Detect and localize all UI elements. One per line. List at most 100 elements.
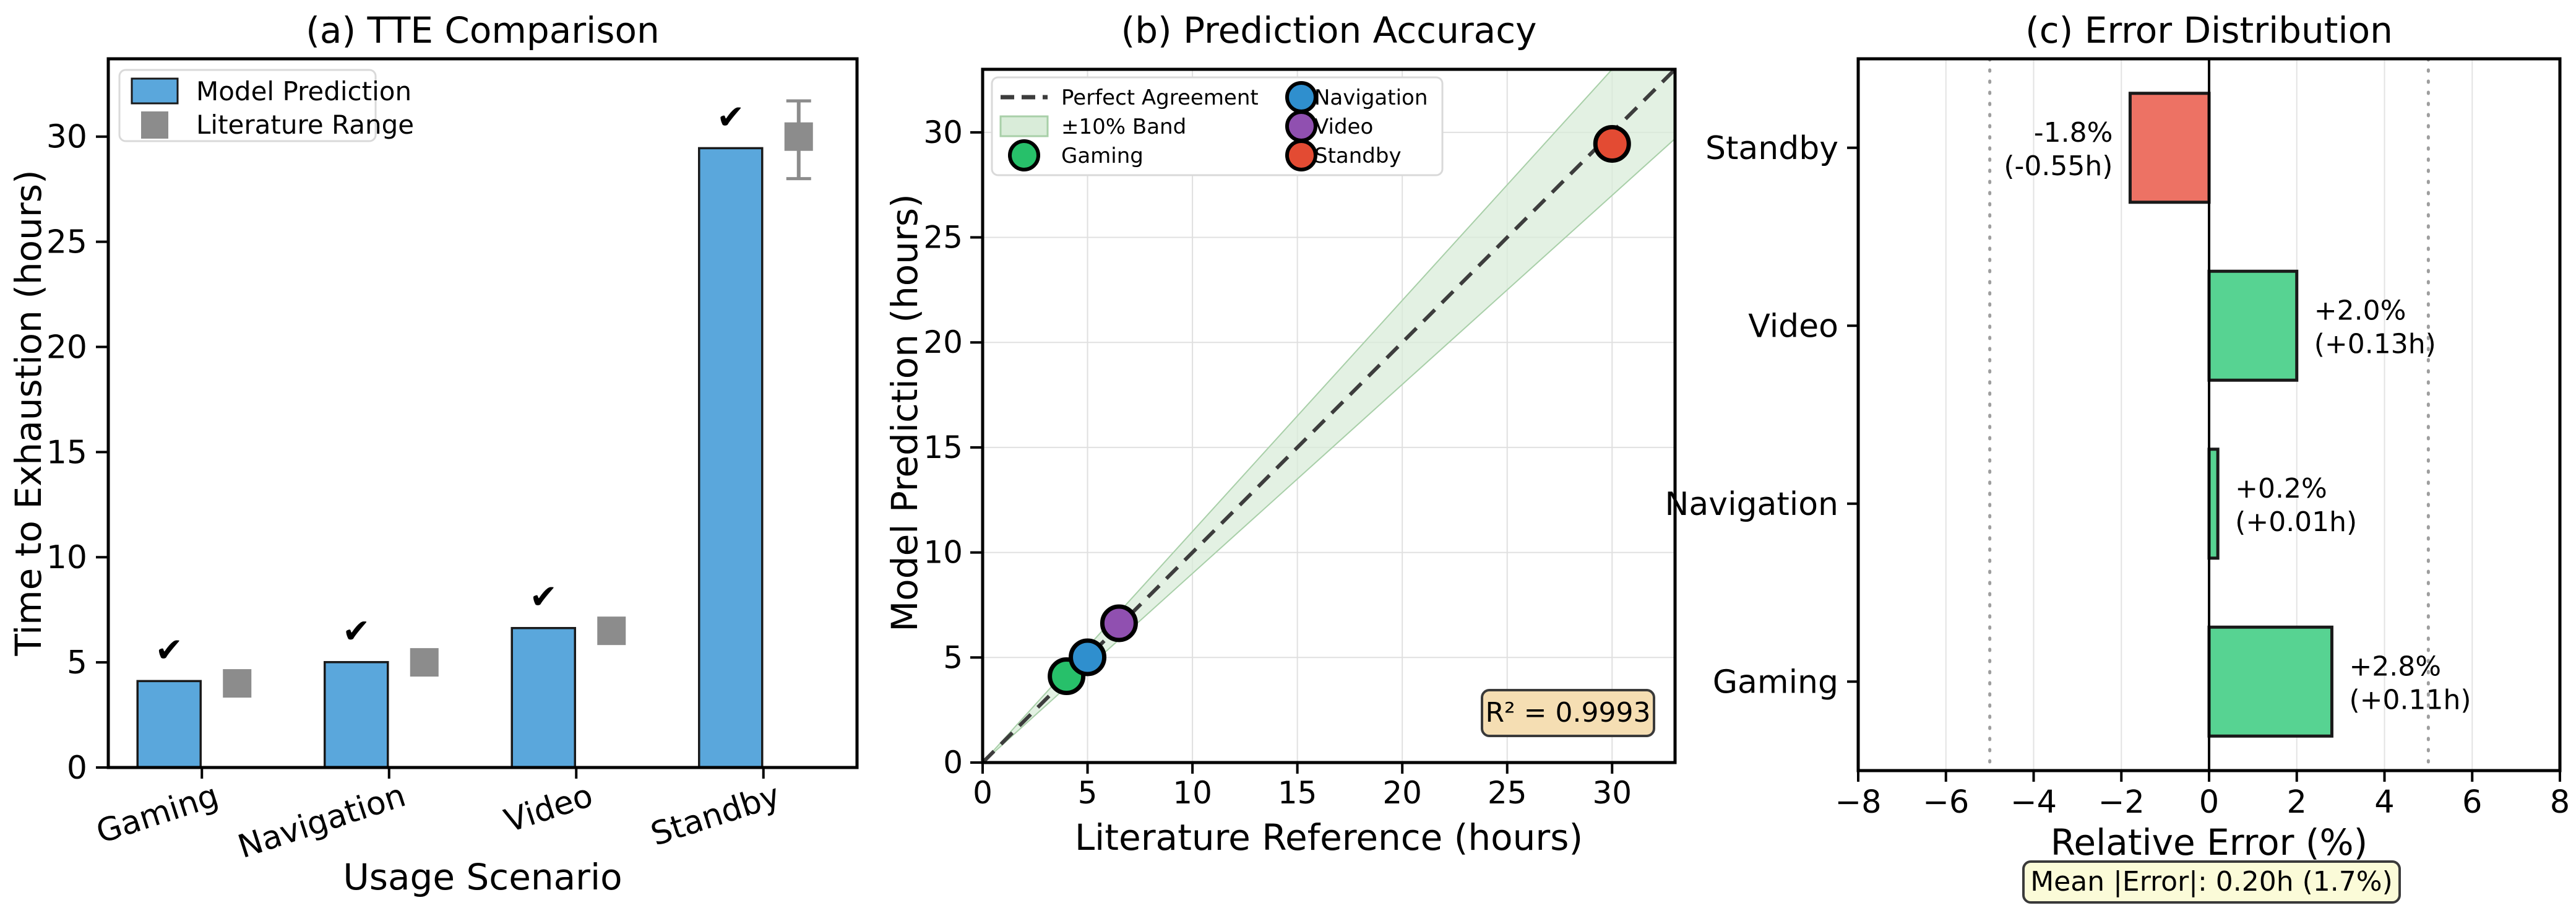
error-bar-video: [2207, 269, 2299, 382]
panel-a-yaxis-label: Time to Exhaustion (hours): [7, 170, 50, 656]
panel-c-xtick-label: 4: [2374, 784, 2394, 821]
r-squared-text: R² = 0.9993: [1485, 697, 1651, 729]
panel-b-ytick-label: 30: [923, 115, 963, 150]
panel-a-category-label: Video: [500, 777, 597, 840]
panel-a-ytick-label: 0: [67, 750, 87, 787]
panel-a-ytick-label: 10: [46, 539, 87, 576]
legend-label-video: Video: [1314, 115, 1373, 139]
literature-range-navigation: [410, 648, 439, 677]
model-bar-gaming: [136, 680, 202, 769]
panel-a-ytick-label: 30: [46, 119, 87, 156]
legend-swatch-video: [1285, 110, 1317, 142]
legend-swatch--10-band: [999, 115, 1049, 137]
panel-a-category-label: Navigation: [233, 777, 410, 866]
panel-b-ytick-label: 20: [923, 324, 963, 360]
legend-swatch-standby: [1285, 139, 1317, 171]
scatter-point-video: [1100, 604, 1138, 642]
mean-error-annotation: Mean |Error|: 0.20h (1.7%): [2022, 860, 2401, 904]
r-squared-annotation: R² = 0.9993: [1481, 689, 1655, 737]
legend-label-literature-range: Literature Range: [196, 110, 414, 140]
panel-c-xtick-label: 2: [2287, 784, 2307, 821]
panel-a-ytick-label: 15: [46, 434, 87, 471]
panel-a-category-label: Standby: [647, 777, 785, 854]
panel-b-xaxis-label: Literature Reference (hours): [1074, 816, 1583, 858]
panel-b-xtick-label: 15: [1278, 775, 1317, 811]
panel-c-category-label: Navigation: [1665, 486, 1838, 523]
panel-c-category-label: Standby: [1705, 130, 1838, 167]
error-bar-navigation: [2207, 448, 2220, 560]
panel-b: 0 5 10 15 20 25 30 0 5 10 15 20 25 30 Perfect Agreemen…: [923, 67, 1677, 811]
panel-b-xtick-label: 30: [1592, 775, 1632, 811]
panel-c-xtick-label: 0: [2199, 784, 2219, 821]
panel-b-title: (b) Prediction Accuracy: [1121, 9, 1537, 51]
error-hours-label: (+0.11h): [2349, 684, 2471, 716]
scatter-point-standby: [1593, 124, 1631, 163]
check-mark-gaming: ✔: [155, 630, 183, 669]
panel-c-xtick-label: −6: [1923, 784, 1969, 821]
panel-c-xtick-label: −4: [2010, 784, 2057, 821]
panel-b-ytick-label: 25: [923, 220, 963, 256]
legend-label-standby: Standby: [1314, 144, 1402, 168]
legend-label-model-prediction: Model Prediction: [196, 76, 411, 106]
error-value-label: +2.8%: [2349, 651, 2441, 682]
legend-label-gaming: Gaming: [1061, 144, 1144, 168]
panel-c-xtick-label: −8: [1835, 784, 1881, 821]
panel-b-xtick-label: 5: [1078, 775, 1098, 811]
check-mark-video: ✔: [530, 577, 558, 616]
panel-a-ytick-label: 20: [46, 329, 87, 366]
panel-c-title: (c) Error Distribution: [2025, 9, 2393, 51]
error-bar-gaming: [2207, 625, 2333, 738]
legend-label-perfect-agreement: Perfect Agreement: [1061, 85, 1259, 110]
literature-range-gaming: [223, 669, 252, 698]
error-bar-standby: [2128, 92, 2211, 204]
legend-label--10-band: ±10% Band: [1061, 115, 1186, 139]
error-value-label: +2.0%: [2314, 295, 2406, 326]
panel-a-category-label: Gaming: [92, 777, 223, 851]
panel-c: -1.8%(-0.55h) +2.0%(+0.13h) +0.2%(+0.01h) +…: [1665, 57, 2570, 821]
panel-a-xaxis-label: Usage Scenario: [343, 856, 622, 898]
panel-a-title: (a) TTE Comparison: [306, 9, 660, 51]
legend-swatch-literature-range: [141, 111, 168, 139]
panel-b-frame: [981, 67, 1677, 764]
error-value-label: -1.8%: [2034, 117, 2113, 149]
model-bar-standby: [698, 147, 764, 769]
panel-c-xtick-label: −2: [2098, 784, 2145, 821]
literature-range-video: [597, 616, 626, 646]
literature-range-standby: [784, 99, 813, 181]
panel-b-xtick-label: 0: [973, 775, 993, 811]
error-hours-label: (-0.55h): [2004, 150, 2113, 182]
panel-a-ytick-label: 5: [67, 644, 87, 681]
panel-c-category-label: Video: [1748, 308, 1838, 345]
panel-a-frame: [106, 57, 859, 769]
panel-b-ytick-label: 5: [943, 639, 963, 675]
panel-b-legend: Perfect Agreement ±10% Band Gaming Navigati…: [991, 76, 1444, 176]
panel-a: ✔ ✔ ✔ ✔ 0 5 10 15 20 25 30 Gaming Navigation Video Sta…: [46, 57, 859, 866]
panel-b-yaxis-label: Model Prediction (hours): [884, 194, 926, 632]
panel-c-category-label: Gaming: [1713, 664, 1838, 701]
panel-b-ytick-label: 0: [943, 745, 963, 780]
panel-b-xtick-label: 10: [1173, 775, 1212, 811]
legend-swatch-gaming: [1008, 139, 1040, 171]
panel-c-xtick-label: 8: [2550, 784, 2570, 821]
model-bar-video: [510, 626, 576, 769]
panel-b-xtick-label: 25: [1488, 775, 1527, 811]
legend-swatch-navigation: [1285, 81, 1317, 113]
panel-b-xtick-label: 20: [1382, 775, 1422, 811]
legend-swatch-model-prediction: [131, 77, 179, 105]
panel-a-ytick-label: 25: [46, 224, 87, 261]
mean-error-text: Mean |Error|: 0.20h (1.7%): [2030, 866, 2393, 897]
check-mark-navigation: ✔: [342, 612, 370, 651]
panel-c-xaxis-label: Relative Error (%): [2050, 821, 2368, 863]
check-mark-standby: ✔: [717, 97, 744, 136]
panel-b-ytick-label: 10: [923, 535, 963, 571]
legend-label-navigation: Navigation: [1314, 85, 1428, 110]
error-hours-label: (+0.01h): [2235, 506, 2357, 538]
panel-a-legend: Model Prediction Literature Range: [118, 69, 414, 142]
panel-c-xtick-label: 6: [2462, 784, 2482, 821]
error-value-label: +0.2%: [2235, 473, 2327, 504]
panel-b-ytick-label: 15: [923, 430, 963, 465]
model-bar-navigation: [324, 661, 389, 769]
scatter-point-navigation: [1069, 638, 1107, 677]
